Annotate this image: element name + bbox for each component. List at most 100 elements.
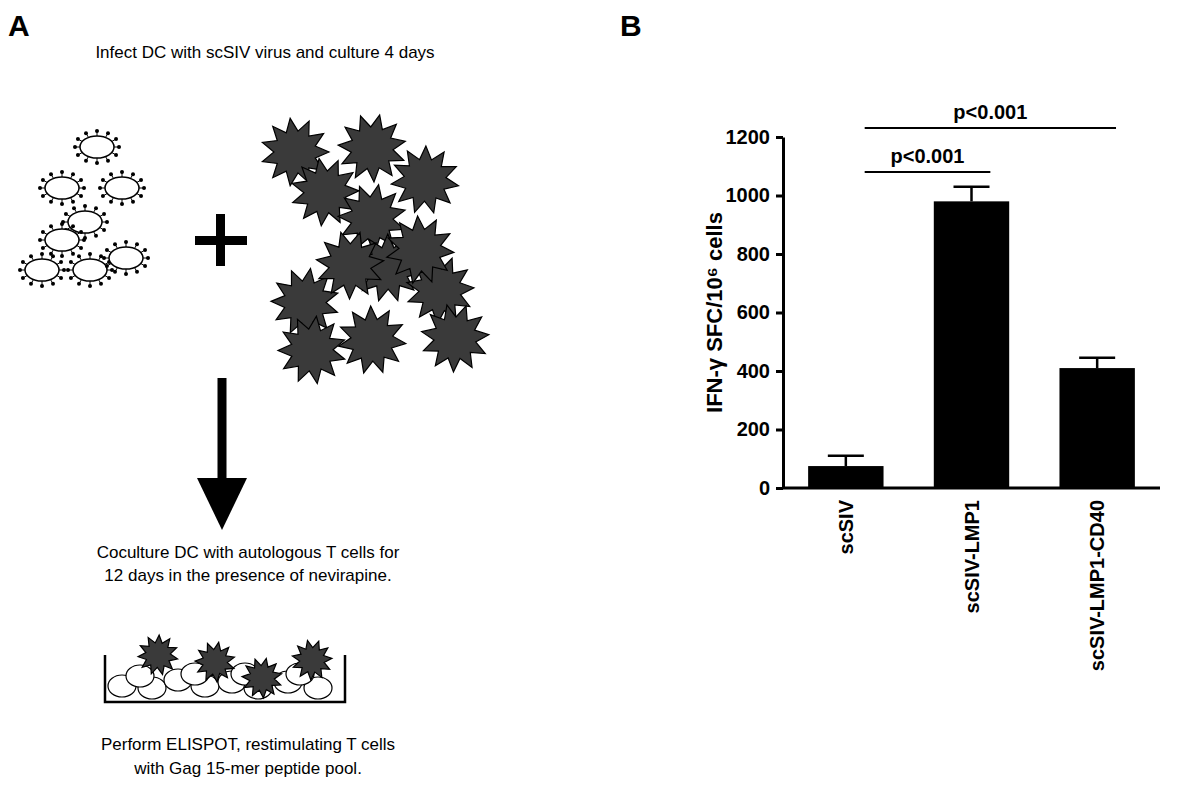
virus-knob <box>29 254 33 258</box>
virus-knob <box>94 234 98 238</box>
virus-knob <box>79 178 83 182</box>
virus-knob <box>109 172 113 176</box>
virus-body <box>45 229 79 251</box>
x-tick-label: scSIV <box>835 499 857 554</box>
x-axis: scSIV scSIV-LMP1 scSIV-LMP1-CD40 <box>783 488 1160 671</box>
virus-knob <box>88 284 92 288</box>
virus <box>38 222 86 258</box>
virus-knob <box>102 212 106 216</box>
annotation: p<0.001 <box>953 101 1027 123</box>
virus-knob <box>139 194 143 198</box>
virus-knob <box>72 206 76 210</box>
dendritic-cell <box>338 115 405 182</box>
virus-knob <box>51 282 55 286</box>
virus-knob <box>143 248 147 252</box>
x-tick: scSIV-LMP1 <box>961 500 983 613</box>
virus-knob <box>94 206 98 210</box>
virus-knob <box>64 212 68 216</box>
virus-knob <box>49 224 53 228</box>
virus-knob <box>142 186 146 190</box>
virus-knob <box>101 194 105 198</box>
y-tick-label: 1000 <box>726 184 771 206</box>
y-tick-mark <box>776 370 783 373</box>
y-tick: 200 <box>737 418 783 440</box>
virus-knob <box>117 145 121 149</box>
x-tick: scSIV-LMP1-CD40 <box>1086 500 1108 671</box>
error-bar-stem <box>1096 358 1099 368</box>
virus-knob <box>18 268 22 272</box>
plot-area <box>808 187 1135 488</box>
annotation: p<0.001 <box>891 145 965 167</box>
y-tick-label: 0 <box>759 477 770 499</box>
x-tick: scSIV <box>835 499 857 554</box>
virus-knob <box>101 178 105 182</box>
virus-knob <box>76 137 80 141</box>
step-text: Perform ELISPOT, restimulating T cells <box>101 735 395 754</box>
virus <box>73 129 121 165</box>
dendritic-cell <box>292 641 332 680</box>
virus-knob <box>49 172 53 176</box>
virus-knob <box>146 256 150 260</box>
virus-knob <box>71 172 75 176</box>
virus-knob <box>109 200 113 204</box>
step-text: Infect DC with scSIV virus and culture 4… <box>95 43 434 62</box>
panel-label: A <box>8 9 30 42</box>
virus-knob <box>60 202 64 206</box>
y-tick-mark <box>776 312 783 315</box>
step-text: 12 days in the presence of nevirapine. <box>104 566 391 585</box>
virus-knob <box>73 145 77 149</box>
virus-knob <box>95 161 99 165</box>
y-tick-label: 1200 <box>726 126 771 148</box>
virus-knob <box>131 172 135 176</box>
virus-knob <box>120 170 124 174</box>
y-tick-label: 600 <box>737 301 770 323</box>
y-tick: 1200 <box>726 126 784 148</box>
y-tick-label: 800 <box>737 243 770 265</box>
significance-bracket <box>865 127 1116 129</box>
virus-body <box>25 259 59 281</box>
virus-knob <box>131 200 135 204</box>
virus-knob <box>83 204 87 208</box>
virus-knob <box>135 270 139 274</box>
virus-knob <box>76 153 80 157</box>
error-bar <box>828 456 864 466</box>
virus-knob <box>79 230 83 234</box>
step-text: with Gag 15-mer peptide pool. <box>133 759 362 778</box>
panel-a: Infect DC with scSIV virus and culture 4… <box>18 43 489 778</box>
y-tick-mark <box>776 195 783 198</box>
dendritic-cell <box>242 658 281 697</box>
y-tick-label: 400 <box>737 360 770 382</box>
plus <box>216 214 225 266</box>
virus <box>18 252 66 288</box>
virus-knob <box>114 153 118 157</box>
virus-knob <box>71 252 75 256</box>
dendritic-cell <box>391 146 458 213</box>
virus-body <box>109 247 143 269</box>
virus-knob <box>69 276 73 280</box>
virus-knob <box>60 170 64 174</box>
virus-knob <box>79 246 83 250</box>
y-tick: 400 <box>737 360 783 382</box>
t-cell <box>126 665 154 687</box>
virus-body <box>105 177 139 199</box>
virus-knob <box>51 254 55 258</box>
virus-knob <box>21 260 25 264</box>
bar <box>934 201 1009 488</box>
error-bar <box>1079 358 1115 368</box>
error-bar-cap <box>1079 357 1115 360</box>
virus-knob <box>41 246 45 250</box>
culture-well <box>105 655 345 702</box>
virus-knob <box>107 276 111 280</box>
virus-knob <box>69 260 73 264</box>
y-tick-mark <box>776 253 783 256</box>
dendritic-cell <box>316 232 383 299</box>
virus-knob <box>84 159 88 163</box>
y-tick-mark <box>776 136 783 139</box>
virus-knob <box>79 194 83 198</box>
dendritic-cell <box>387 216 454 283</box>
y-tick: 600 <box>737 301 783 323</box>
virus-knob <box>113 242 117 246</box>
virus-knob <box>77 282 81 286</box>
virus-knob <box>99 282 103 286</box>
y-axis: 0 200 400 600 800 1000 1200 <box>726 126 784 499</box>
